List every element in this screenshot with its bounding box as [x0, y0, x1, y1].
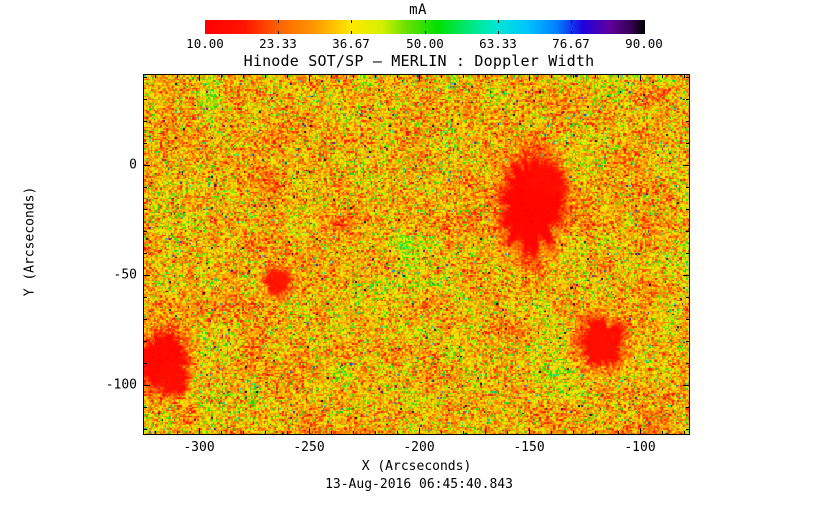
colorbar-tick-label: 63.33	[479, 36, 517, 51]
x-axis-title: X (Arcseconds)	[361, 459, 472, 474]
colorbar-tick-label: 23.33	[259, 36, 297, 51]
colorbar-tick-labels: 10.00 23.33 36.67 50.00 63.33 76.67 90.00	[165, 36, 685, 51]
y-tick-label: -100	[105, 377, 137, 393]
x-tick-label: -150	[513, 440, 545, 455]
observation-timestamp: 13-Aug-2016 06:45:40.843	[325, 477, 513, 492]
image-plot-frame	[143, 74, 690, 435]
x-tick-label: -250	[293, 440, 325, 455]
colorbar-tick-label: 50.00	[406, 36, 444, 51]
y-axis-title: Y (Arcseconds)	[22, 186, 38, 297]
colorbar	[205, 20, 645, 34]
colorbar-gradient	[205, 20, 645, 34]
x-tick-label: -300	[183, 440, 215, 455]
y-axis-tick-labels: 0 -50 -100	[63, 74, 137, 435]
colorbar-unit-label: mA	[0, 2, 838, 18]
colorbar-unit-text: mA	[409, 2, 427, 18]
y-tick-label: 0	[129, 157, 137, 173]
y-tick-label: -50	[113, 267, 137, 283]
colorbar-tick-label: 90.00	[625, 36, 663, 51]
x-axis-tick-labels: -300 -250 -200 -150 -100	[143, 440, 690, 456]
doppler-width-map	[144, 75, 689, 434]
colorbar-tick-label: 76.67	[552, 36, 590, 51]
x-tick-label: -200	[403, 440, 435, 455]
x-tick-label: -100	[624, 440, 656, 455]
plot-title: Hinode SOT/SP — MERLIN : Doppler Width	[243, 52, 595, 70]
colorbar-tick-label: 36.67	[332, 36, 370, 51]
colorbar-tick-label: 10.00	[186, 36, 224, 51]
